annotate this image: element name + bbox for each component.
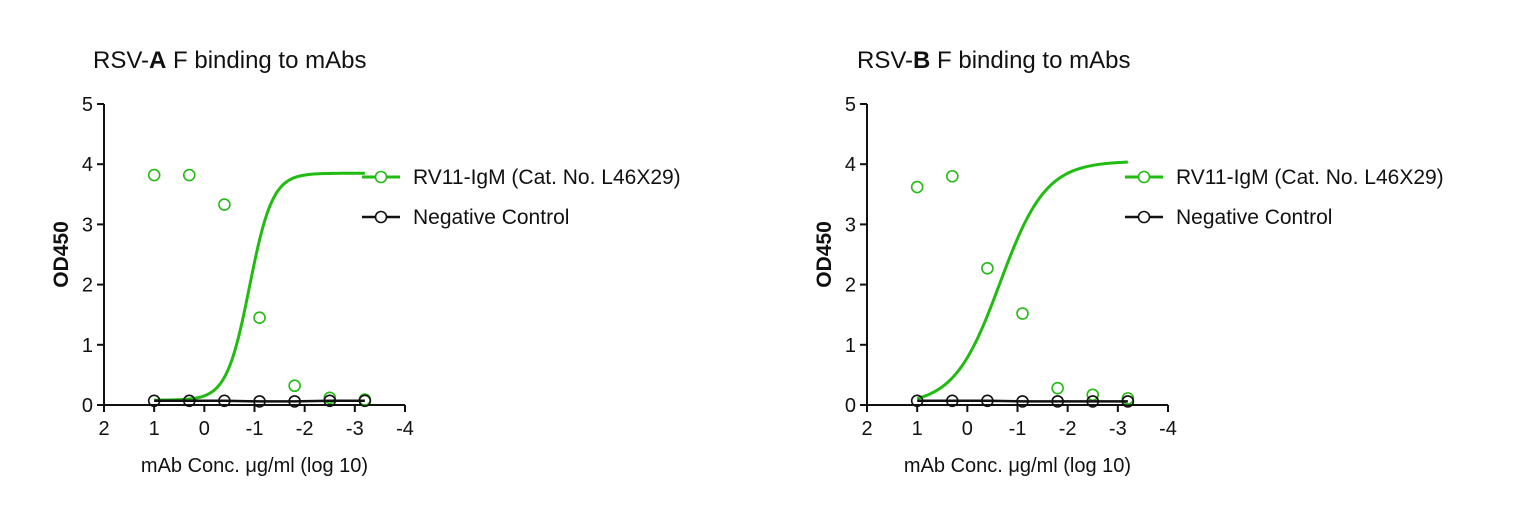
series-negative-control <box>147 394 372 408</box>
y-tick-label: 5 <box>845 94 856 116</box>
legend-marker <box>374 170 388 184</box>
legend-label: Negative Control <box>413 206 569 229</box>
x-tick-label: 0 <box>962 418 973 440</box>
title-suffix: F binding to mAbs <box>166 47 366 74</box>
series-rv11-igm <box>910 160 1135 405</box>
title-bold: A <box>149 47 166 74</box>
x-tick-label: 2 <box>861 418 872 440</box>
data-point <box>1051 381 1064 395</box>
title-prefix: RSV- <box>857 47 913 74</box>
x-tick-label: -4 <box>396 418 414 440</box>
y-tick-label: 3 <box>845 214 856 236</box>
data-point <box>288 395 301 408</box>
data-point <box>253 395 266 408</box>
data-point <box>147 168 161 182</box>
chart-panel-b: RSV-B F binding to mAbs 0 1 2 3 4 5 2 1 0 -1 -2 -3 -4… <box>813 47 1444 477</box>
data-point <box>945 394 959 408</box>
data-point <box>182 168 196 182</box>
data-point <box>910 394 924 408</box>
x-tick-label: -1 <box>246 418 264 440</box>
x-tick-label: -3 <box>1109 418 1127 440</box>
data-point <box>1016 307 1029 320</box>
data-point <box>981 262 994 275</box>
title-suffix: F binding to mAbs <box>930 47 1130 74</box>
legend-label: Negative Control <box>1176 206 1332 229</box>
x-tick-label: -2 <box>1059 418 1077 440</box>
y-tick-label: 2 <box>82 275 93 297</box>
data-point <box>910 180 924 194</box>
data-point <box>1121 395 1135 408</box>
series-rv11-igm <box>147 168 372 406</box>
fit-curve <box>916 160 1128 401</box>
x-tick-label: -4 <box>1159 418 1177 440</box>
x-axis-label: mAb Conc. μg/ml (log 10) <box>141 455 368 477</box>
y-tick-label: 1 <box>845 335 856 357</box>
data-point <box>981 394 994 408</box>
legend-marker <box>1137 210 1151 224</box>
chart-title: RSV-A F binding to mAbs <box>93 47 366 74</box>
x-tick-label: -3 <box>346 418 364 440</box>
legend-marker <box>1137 170 1151 184</box>
y-axis-label: OD450 <box>50 221 73 288</box>
title-prefix: RSV- <box>93 47 149 74</box>
data-point <box>218 198 231 211</box>
legend-label: RV11-IgM (Cat. No. L46X29) <box>413 166 681 189</box>
y-tick-label: 4 <box>82 154 93 176</box>
control-line <box>154 399 365 403</box>
y-tick-label: 5 <box>82 94 93 116</box>
data-point <box>218 394 231 408</box>
data-point <box>253 311 266 325</box>
title-bold: B <box>913 47 930 74</box>
y-tick-label: 0 <box>845 395 856 417</box>
x-tick-label: 1 <box>912 418 923 440</box>
data-point <box>323 394 337 408</box>
data-point <box>1016 395 1029 408</box>
data-point <box>288 379 301 393</box>
x-tick-label: -2 <box>296 418 314 440</box>
legend-marker <box>374 210 388 224</box>
y-tick-label: 3 <box>82 214 93 236</box>
x-axis-label: mAb Conc. μg/ml (log 10) <box>904 455 1131 477</box>
y-tick-label: 2 <box>845 275 856 297</box>
data-point <box>147 394 161 408</box>
fit-curve <box>154 171 365 402</box>
y-tick-label: 4 <box>845 154 856 176</box>
chart-panel-a: RSV-A F binding to mAbs 0 1 2 3 4 5 2 1 0 -1 -2 -3 -4… <box>50 47 681 477</box>
x-tick-label: 0 <box>199 418 210 440</box>
x-tick-label: 2 <box>98 418 109 440</box>
legend-label: RV11-IgM (Cat. No. L46X29) <box>1176 166 1444 189</box>
series-negative-control <box>910 394 1135 408</box>
y-tick-label: 0 <box>82 395 93 417</box>
data-point <box>182 394 196 408</box>
data-point <box>1086 395 1100 408</box>
x-tick-label: -1 <box>1009 418 1027 440</box>
chart-title: RSV-B F binding to mAbs <box>857 47 1130 74</box>
data-point <box>945 169 959 183</box>
data-point <box>1051 395 1064 408</box>
control-line <box>917 399 1128 403</box>
data-point <box>358 394 372 408</box>
x-tick-label: 1 <box>149 418 160 440</box>
y-axis-label: OD450 <box>813 221 836 288</box>
y-tick-label: 1 <box>82 335 93 357</box>
